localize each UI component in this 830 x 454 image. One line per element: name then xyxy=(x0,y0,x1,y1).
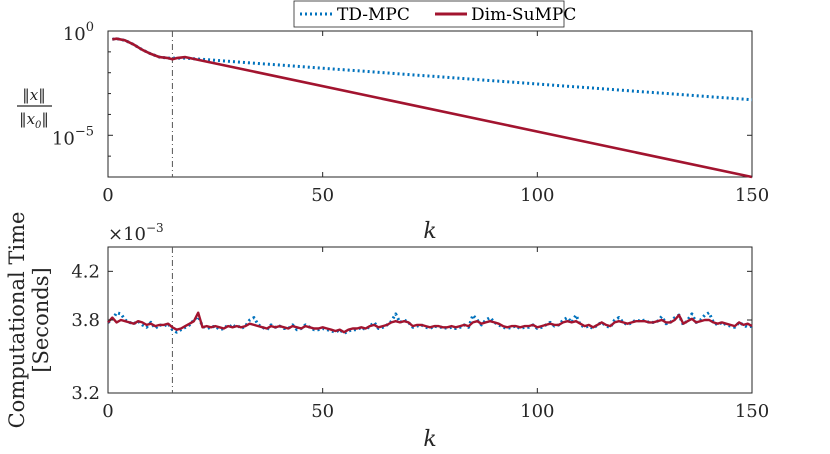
computational-time-plot: 0 50 100 150 3.2 3.8 4.2 ×10−3 k Computationa… xyxy=(5,212,769,452)
top-series-td-mpc xyxy=(112,37,753,102)
bottom-xtick-label: 50 xyxy=(311,401,334,422)
bottom-series-group xyxy=(107,247,753,393)
bottom-series-td-mpc xyxy=(107,311,753,335)
top-xtick-label: 150 xyxy=(735,185,769,206)
top-x-label: k xyxy=(423,219,436,244)
top-xtick-label: 100 xyxy=(520,185,554,206)
top-x-ticks: 0 50 100 150 xyxy=(102,31,769,206)
legend-label-dim-sumpc: Dim-SuMPC xyxy=(471,5,576,25)
top-y-label-denominator: ‖x0‖ xyxy=(19,110,49,131)
bottom-xtick-label: 100 xyxy=(520,401,554,422)
bottom-ytick-label: 3.8 xyxy=(71,310,100,331)
bottom-y-ticks: 3.2 3.8 4.2 xyxy=(71,261,752,404)
top-series-group xyxy=(112,31,753,179)
legend-box xyxy=(293,0,565,28)
top-xtick-label: 0 xyxy=(102,185,113,206)
top-xtick-label: 50 xyxy=(311,185,334,206)
legend: TD-MPC Dim-SuMPC xyxy=(293,0,576,28)
top-ytick-label: 10−5 xyxy=(52,124,94,149)
bottom-series-dim-sumpc xyxy=(107,311,753,334)
bottom-ytick-label: 3.2 xyxy=(71,383,100,404)
top-y-ticks: 100 10−5 xyxy=(52,20,752,178)
bottom-y-multiplier: ×10−3 xyxy=(108,221,164,245)
bottom-y-label-line2: [Seconds] xyxy=(29,267,53,372)
bottom-axes-box xyxy=(107,246,753,394)
top-y-label: ‖x‖ ‖x0‖ xyxy=(17,86,52,131)
top-axes-box xyxy=(107,30,753,178)
top-ytick-label: 100 xyxy=(63,20,94,45)
bottom-xtick-label: 150 xyxy=(735,401,769,422)
bottom-x-label: k xyxy=(423,427,436,452)
bottom-xtick-label: 0 xyxy=(102,401,113,422)
bottom-x-ticks: 0 50 100 150 xyxy=(102,247,769,422)
state-norm-plot: 0 50 100 150 100 10−5 k ‖x‖ ‖x0‖ xyxy=(17,20,769,244)
top-y-label-numerator: ‖x‖ xyxy=(22,86,45,104)
bottom-ytick-label: 4.2 xyxy=(71,261,100,282)
bottom-y-label-line1: Computational Time xyxy=(5,212,29,429)
legend-label-td-mpc: TD-MPC xyxy=(337,5,410,25)
top-series-dim-sumpc xyxy=(112,37,753,179)
bottom-y-label: Computational Time [Seconds] xyxy=(5,212,53,429)
